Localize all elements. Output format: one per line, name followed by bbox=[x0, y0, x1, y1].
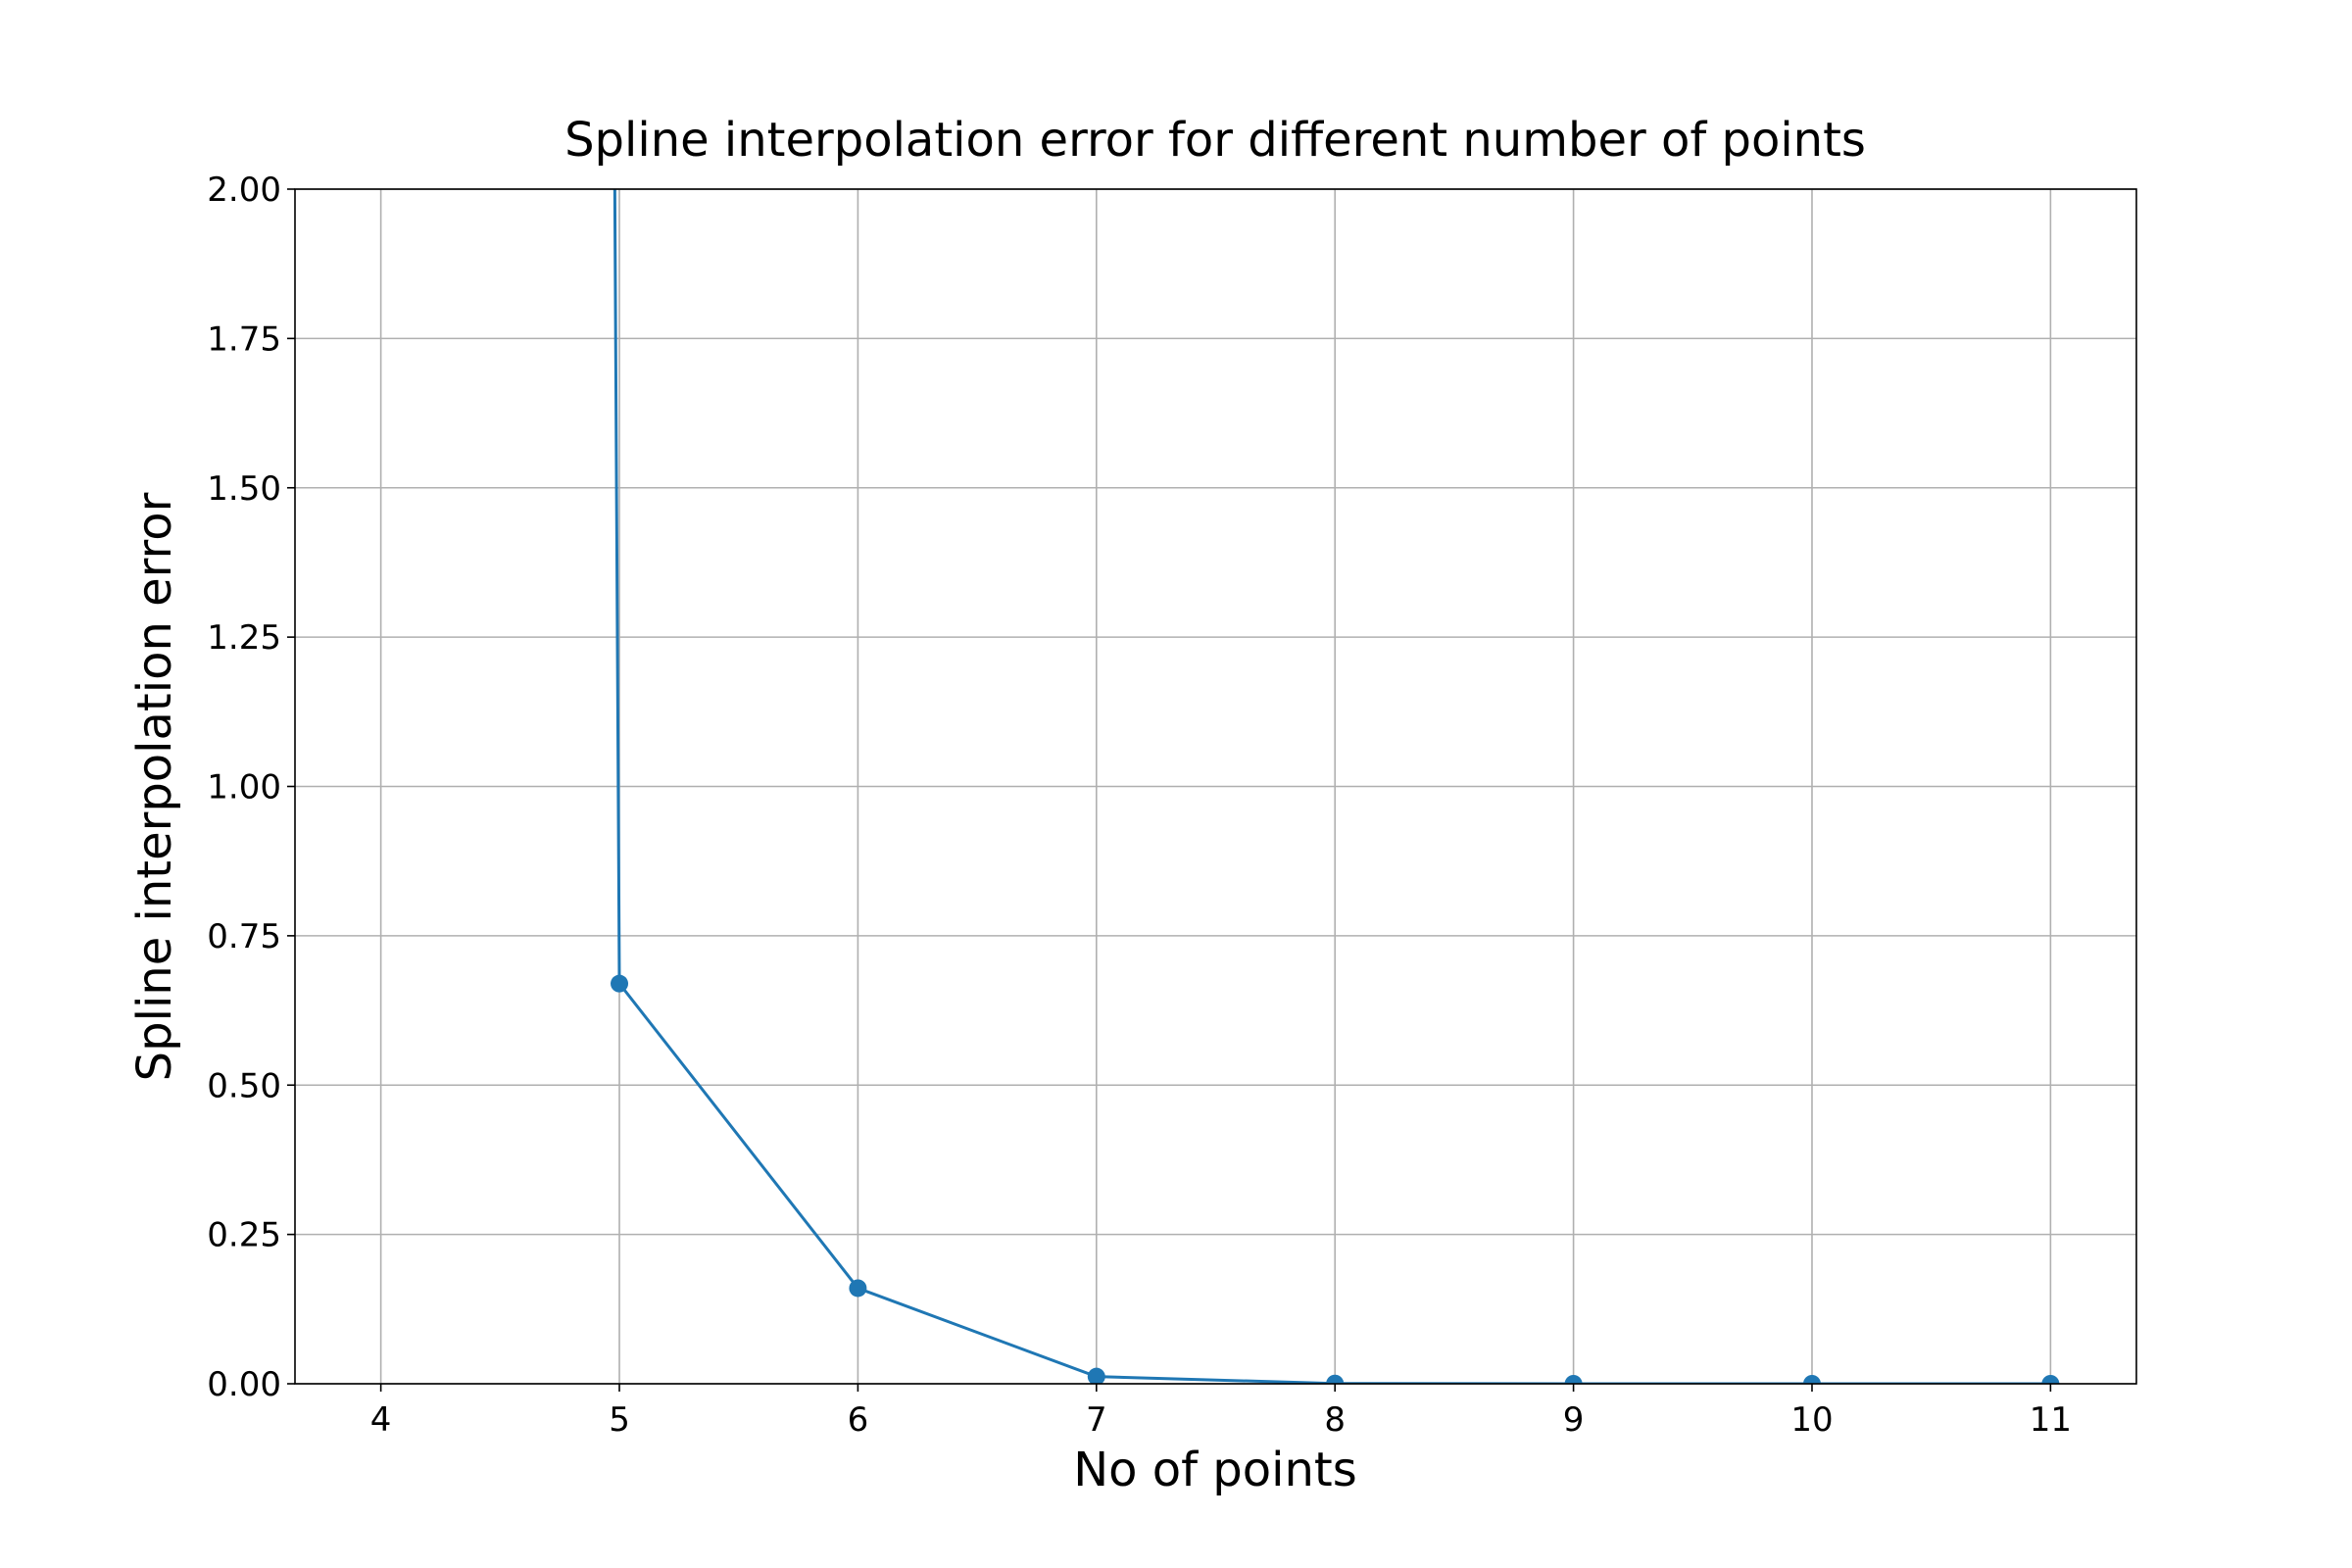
x-tick-label: 8 bbox=[1324, 1400, 1346, 1440]
x-tick-label: 9 bbox=[1563, 1400, 1585, 1440]
y-axis-label: Spline interpolation error bbox=[127, 492, 182, 1081]
x-tick-label: 4 bbox=[370, 1400, 392, 1440]
y-tick-label: 1.00 bbox=[207, 768, 281, 808]
grid bbox=[295, 188, 2136, 1385]
data-point bbox=[2041, 1375, 2060, 1384]
data-point bbox=[1802, 1375, 1821, 1384]
data-point bbox=[849, 1279, 867, 1298]
y-tick-label: 1.75 bbox=[207, 319, 281, 359]
y-tick-label: 2.00 bbox=[207, 171, 281, 210]
ticks: 0.00 0.25 0.50 0.75 1.00 1.25 1.50 1.75 2.00 4 5 6 7… bbox=[207, 171, 2072, 1440]
y-tick-label: 0.00 bbox=[207, 1365, 281, 1404]
data-point bbox=[1564, 1375, 1583, 1384]
x-tick-label: 6 bbox=[848, 1400, 869, 1440]
y-tick-label: 0.25 bbox=[207, 1216, 281, 1255]
data-point bbox=[611, 974, 629, 993]
x-tick-label: 10 bbox=[1790, 1400, 1833, 1440]
data-point bbox=[1326, 1374, 1345, 1384]
y-tick-label: 0.50 bbox=[207, 1066, 281, 1105]
data-line bbox=[612, 189, 2051, 1384]
y-tick-label: 1.25 bbox=[207, 618, 281, 658]
plot-area bbox=[611, 189, 2060, 1384]
y-tick-label: 1.50 bbox=[207, 469, 281, 509]
chart-title: Spline interpolation error for different… bbox=[564, 113, 1866, 168]
data-point bbox=[1087, 1367, 1105, 1384]
x-tick-label: 7 bbox=[1086, 1400, 1107, 1440]
x-tick-label: 11 bbox=[2030, 1400, 2072, 1440]
x-axis-label: No of points bbox=[1073, 1443, 1356, 1497]
x-tick-label: 5 bbox=[609, 1400, 630, 1440]
y-tick-label: 0.75 bbox=[207, 917, 281, 956]
